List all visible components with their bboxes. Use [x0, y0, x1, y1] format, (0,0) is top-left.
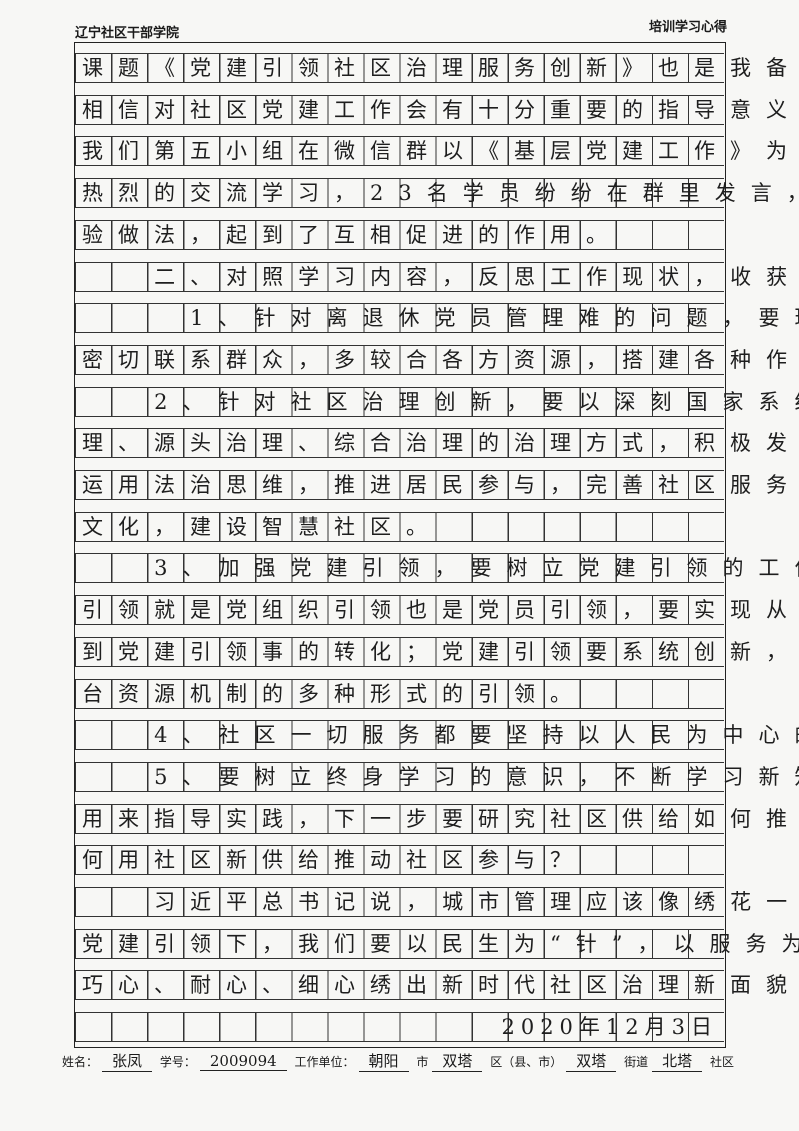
grid-row: 密切联系群众，多较合各方资源，搭建各种作用的平台。	[75, 344, 799, 375]
work-label: 工作单位：	[294, 1055, 355, 1069]
grid-row: 引领就是党组织引领也是党员引领，要实现从党建引领人	[75, 595, 799, 626]
grid-row: 巧心、耐心、细心绣出新时代社区治理新面貌。	[75, 970, 799, 1001]
handwritten-line: 理、源头治理、综合治理的治理方式，积极发展社区协商，	[82, 431, 799, 456]
grid-row: 3、加强党建引领，要树立党建引领的工作理念。党建	[75, 553, 799, 584]
grid-row: 党建引领下，我们要以民生为“针”，以服务为“线”，用绣花的	[75, 928, 799, 959]
district: 双塔	[432, 1050, 483, 1072]
grid-row: 验做法，起到了互相促进的作用。	[75, 219, 724, 250]
grid-row: 二、对照学习内容，反思工作现状，收获如下。	[75, 261, 799, 292]
handwritten-line: 习近平总书记说，城市管理应该像绣花一样精细。在	[154, 890, 799, 914]
handwritten-line: 验做法，起到了互相促进的作用。	[82, 222, 622, 247]
grid-row: 到党建引领事的转化；党建引领要系统创新，包括理念平	[75, 636, 799, 667]
handwritten-line: 文化，建设智慧社区。	[82, 514, 442, 539]
grid-row: 习近平总书记说，城市管理应该像绣花一样精细。在	[75, 887, 799, 917]
footer-info: 姓名： 张凤 学号： 2009094 工作单位： 朝阳 市双塔 区（县、市） 双塔 街道…	[62, 1050, 738, 1072]
grid-row: 相信对社区党建工作会有十分重要的指导意义。周三晚上，	[75, 94, 799, 125]
student-id: 2009094	[199, 1052, 287, 1071]
grid-row: 我们第五小组在微信群以《基层党建工作》为题，开展了	[75, 136, 799, 167]
grid-row: 热烈的交流学习，23名学员纷纷在群里发言，互相交流经	[75, 178, 799, 209]
handwritten-line: 2、针对社区治理创新，要以深刻国家系统治理、依法治	[154, 389, 799, 414]
grid-row: 文化，建设智慧社区。	[75, 511, 724, 542]
grid-row: 用来指导实践，下一步要研究社区供给如何推动需求？如	[75, 803, 799, 834]
grid-row: 何用社区新供给推动社区参与？	[75, 845, 724, 876]
community: 北塔	[652, 1050, 703, 1072]
handwritten-line: 1、针对离退休党员管理难的问题，要理论联系实际、	[190, 306, 799, 331]
handwritten-line: 课题《党建引领社区治理服务创新》也是我备加期待的，我	[82, 56, 799, 80]
writing-grid: 课题《党建引领社区治理服务创新》也是我备加期待的，我相信对社区党建工作会有十分重…	[74, 42, 799, 1048]
handwritten-line: 引领就是党组织引领也是党员引领，要实现从党建引领人	[82, 598, 799, 623]
handwritten-line: 到党建引领事的转化；党建引领要系统创新，包括理念平	[82, 639, 799, 664]
street: 双塔	[566, 1050, 617, 1072]
student-name: 张凤	[102, 1050, 153, 1072]
handwritten-line: 二、对照学习内容，反思工作现状，收获如下。	[154, 264, 799, 289]
handwritten-line: 巧心、耐心、细心绣出新时代社区治理新面貌。	[82, 973, 799, 998]
handwritten-line: 4、社区一切服务都要坚持以人民为中心的发展思想。	[154, 723, 799, 748]
city-suffix: 市	[416, 1055, 429, 1069]
grid-row: 2、针对社区治理创新，要以深刻国家系统治理、依法治	[75, 386, 799, 417]
grid-row: 运用法治思维，推进居民参与，完善社区服务，引领社区	[75, 470, 799, 500]
grid-row: 课题《党建引领社区治理服务创新》也是我备加期待的，我	[75, 53, 799, 83]
handwritten-line: 我们第五小组在微信群以《基层党建工作》为题，开展了	[82, 139, 799, 164]
grid-row: 理、源头治理、综合治理的治理方式，积极发展社区协商，	[75, 428, 799, 459]
handwritten-line: 用来指导实践，下一步要研究社区供给如何推动需求？如	[82, 806, 799, 831]
handwritten-line: 党建引领下，我们要以民生为“针”，以服务为“线”，用绣花的	[82, 931, 799, 956]
handwritten-line: 运用法治思维，推进居民参与，完善社区服务，引领社区	[82, 473, 799, 497]
name-label: 姓名：	[62, 1055, 99, 1069]
city: 朝阳	[358, 1050, 409, 1072]
handwritten-line: 何用社区新供给推动社区参与？	[82, 848, 586, 873]
community-suffix: 社区	[709, 1055, 734, 1069]
id-label: 学号：	[159, 1055, 196, 1069]
handwritten-line: 台资源机制的多种形式的引领。	[82, 681, 586, 706]
document-type: 培训学习心得	[648, 20, 727, 35]
handwritten-line: 热烈的交流学习，23名学员纷纷在群里发言，互相交流经	[82, 181, 799, 206]
street-suffix: 街道	[624, 1055, 649, 1069]
district-suffix: 区（县、市）	[490, 1055, 563, 1069]
institution-name: 辽宁社区干部学院	[75, 26, 180, 41]
handwritten-line: 相信对社区党建工作会有十分重要的指导意义。周三晚上，	[82, 97, 799, 122]
grid-row: 2020年12月3日	[75, 1012, 724, 1043]
handwritten-line: 5、要树立终身学习的意识，不断学习新知识、新理论	[154, 764, 799, 789]
handwritten-line: 3、加强党建引领，要树立党建引领的工作理念。党建	[154, 556, 799, 581]
handwritten-line: 密切联系群众，多较合各方资源，搭建各种作用的平台。	[82, 347, 799, 372]
grid-row: 5、要树立终身学习的意识，不断学习新知识、新理论	[75, 761, 799, 792]
grid-row: 4、社区一切服务都要坚持以人民为中心的发展思想。	[75, 720, 799, 751]
grid-row: 1、针对离退休党员管理难的问题，要理论联系实际、	[75, 303, 799, 334]
date: 2020年12月3日	[501, 1015, 718, 1040]
grid-row: 台资源机制的多种形式的引领。	[75, 678, 724, 709]
